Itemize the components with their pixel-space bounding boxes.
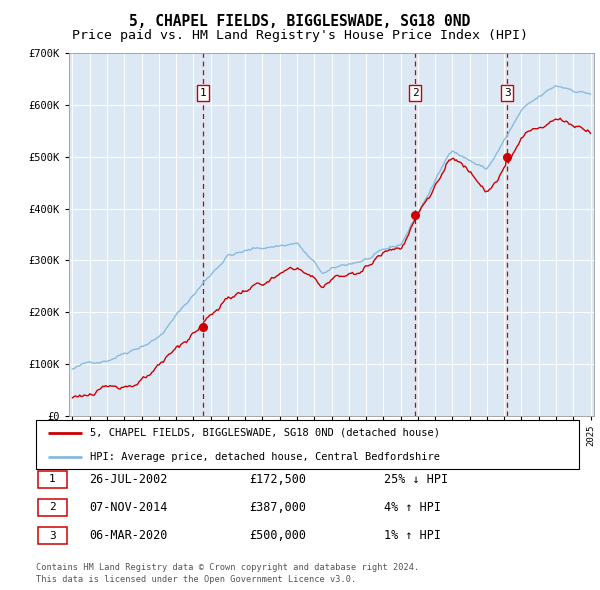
Text: HPI: Average price, detached house, Central Bedfordshire: HPI: Average price, detached house, Cent…: [91, 453, 440, 463]
FancyBboxPatch shape: [38, 499, 67, 516]
Text: Price paid vs. HM Land Registry's House Price Index (HPI): Price paid vs. HM Land Registry's House …: [72, 29, 528, 42]
Text: 26-JUL-2002: 26-JUL-2002: [89, 473, 167, 486]
Text: 5, CHAPEL FIELDS, BIGGLESWADE, SG18 0ND (detached house): 5, CHAPEL FIELDS, BIGGLESWADE, SG18 0ND …: [91, 428, 440, 438]
Text: 25% ↓ HPI: 25% ↓ HPI: [384, 473, 448, 486]
FancyBboxPatch shape: [38, 527, 67, 544]
Text: 1% ↑ HPI: 1% ↑ HPI: [384, 529, 441, 542]
Text: 3: 3: [504, 88, 511, 98]
Text: 4% ↑ HPI: 4% ↑ HPI: [384, 501, 441, 514]
Text: This data is licensed under the Open Government Licence v3.0.: This data is licensed under the Open Gov…: [36, 575, 356, 584]
Text: 2: 2: [412, 88, 419, 98]
Text: Contains HM Land Registry data © Crown copyright and database right 2024.: Contains HM Land Registry data © Crown c…: [36, 563, 419, 572]
Text: 1: 1: [200, 88, 206, 98]
Text: 06-MAR-2020: 06-MAR-2020: [89, 529, 167, 542]
Text: 07-NOV-2014: 07-NOV-2014: [89, 501, 167, 514]
FancyBboxPatch shape: [38, 471, 67, 487]
Text: 1: 1: [49, 474, 56, 484]
Text: 3: 3: [49, 531, 56, 540]
Text: 5, CHAPEL FIELDS, BIGGLESWADE, SG18 0ND: 5, CHAPEL FIELDS, BIGGLESWADE, SG18 0ND: [130, 14, 470, 29]
Text: £500,000: £500,000: [249, 529, 306, 542]
Text: £172,500: £172,500: [249, 473, 306, 486]
Text: £387,000: £387,000: [249, 501, 306, 514]
FancyBboxPatch shape: [36, 420, 579, 469]
Text: 2: 2: [49, 503, 56, 512]
